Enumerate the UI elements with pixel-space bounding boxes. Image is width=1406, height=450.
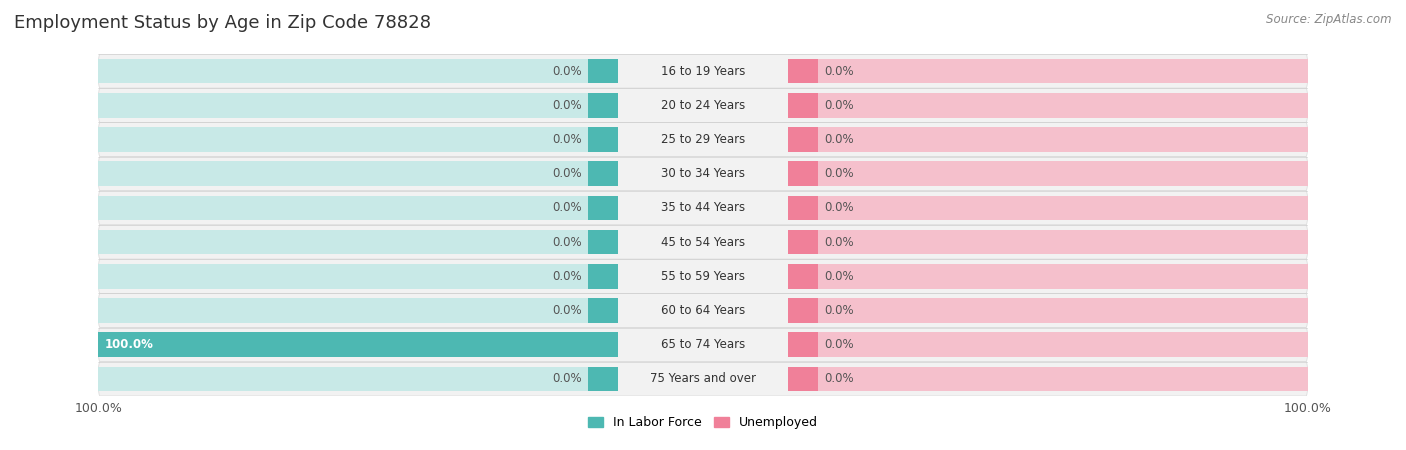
Text: 0.0%: 0.0% xyxy=(553,133,582,146)
Text: 0.0%: 0.0% xyxy=(824,304,853,317)
Bar xyxy=(98,93,619,117)
Bar xyxy=(787,196,818,220)
Text: 30 to 34 Years: 30 to 34 Years xyxy=(661,167,745,180)
Text: 0.0%: 0.0% xyxy=(824,133,853,146)
Text: 20 to 24 Years: 20 to 24 Years xyxy=(661,99,745,112)
Bar xyxy=(787,196,1308,220)
Text: 0.0%: 0.0% xyxy=(553,99,582,112)
Bar xyxy=(588,93,619,117)
Bar xyxy=(787,298,1308,323)
Bar xyxy=(787,230,818,254)
Bar xyxy=(588,264,619,288)
Text: 0.0%: 0.0% xyxy=(553,236,582,248)
Bar xyxy=(98,230,619,254)
Text: 60 to 64 Years: 60 to 64 Years xyxy=(661,304,745,317)
FancyBboxPatch shape xyxy=(98,122,1308,157)
Bar xyxy=(588,298,619,323)
Bar xyxy=(787,264,818,288)
FancyBboxPatch shape xyxy=(98,191,1308,225)
Bar xyxy=(787,230,1308,254)
Text: 0.0%: 0.0% xyxy=(553,304,582,317)
Text: 0.0%: 0.0% xyxy=(824,167,853,180)
Bar xyxy=(588,230,619,254)
Text: 0.0%: 0.0% xyxy=(553,167,582,180)
FancyBboxPatch shape xyxy=(98,293,1308,328)
FancyBboxPatch shape xyxy=(98,54,1308,88)
Bar xyxy=(787,367,818,391)
Bar xyxy=(98,333,619,357)
Text: 55 to 59 Years: 55 to 59 Years xyxy=(661,270,745,283)
Bar xyxy=(98,127,619,152)
Bar xyxy=(98,59,619,83)
Text: 0.0%: 0.0% xyxy=(824,338,853,351)
FancyBboxPatch shape xyxy=(98,259,1308,293)
Text: Employment Status by Age in Zip Code 78828: Employment Status by Age in Zip Code 788… xyxy=(14,14,432,32)
Bar xyxy=(787,93,818,117)
Bar xyxy=(588,162,619,186)
FancyBboxPatch shape xyxy=(98,88,1308,122)
FancyBboxPatch shape xyxy=(98,328,1308,362)
Bar xyxy=(98,162,619,186)
Text: 25 to 29 Years: 25 to 29 Years xyxy=(661,133,745,146)
Text: 35 to 44 Years: 35 to 44 Years xyxy=(661,202,745,214)
Text: 16 to 19 Years: 16 to 19 Years xyxy=(661,65,745,77)
FancyBboxPatch shape xyxy=(98,225,1308,259)
Text: 0.0%: 0.0% xyxy=(824,99,853,112)
Bar xyxy=(98,298,619,323)
Text: 75 Years and over: 75 Years and over xyxy=(650,373,756,385)
Text: 0.0%: 0.0% xyxy=(824,236,853,248)
Text: 0.0%: 0.0% xyxy=(824,373,853,385)
Bar xyxy=(98,196,619,220)
Bar xyxy=(787,264,1308,288)
Bar xyxy=(787,127,818,152)
Bar xyxy=(787,59,1308,83)
Bar xyxy=(787,127,1308,152)
Text: 0.0%: 0.0% xyxy=(824,270,853,283)
FancyBboxPatch shape xyxy=(98,362,1308,396)
Text: 0.0%: 0.0% xyxy=(824,202,853,214)
Text: 45 to 54 Years: 45 to 54 Years xyxy=(661,236,745,248)
Legend: In Labor Force, Unemployed: In Labor Force, Unemployed xyxy=(583,411,823,434)
Text: 0.0%: 0.0% xyxy=(824,65,853,77)
Bar xyxy=(787,93,1308,117)
Bar xyxy=(787,162,818,186)
Bar xyxy=(98,264,619,288)
Bar xyxy=(588,59,619,83)
Bar xyxy=(787,162,1308,186)
Bar xyxy=(588,196,619,220)
Bar xyxy=(588,367,619,391)
FancyBboxPatch shape xyxy=(98,157,1308,191)
Bar xyxy=(787,333,1308,357)
Text: 100.0%: 100.0% xyxy=(104,338,153,351)
Bar xyxy=(588,127,619,152)
Bar xyxy=(787,298,818,323)
Bar xyxy=(787,367,1308,391)
Bar xyxy=(98,367,619,391)
Text: 0.0%: 0.0% xyxy=(553,65,582,77)
Bar xyxy=(98,333,619,357)
Text: Source: ZipAtlas.com: Source: ZipAtlas.com xyxy=(1267,14,1392,27)
Text: 0.0%: 0.0% xyxy=(553,270,582,283)
Bar xyxy=(787,59,818,83)
Text: 0.0%: 0.0% xyxy=(553,202,582,214)
Text: 0.0%: 0.0% xyxy=(553,373,582,385)
Bar xyxy=(787,333,818,357)
Text: 65 to 74 Years: 65 to 74 Years xyxy=(661,338,745,351)
